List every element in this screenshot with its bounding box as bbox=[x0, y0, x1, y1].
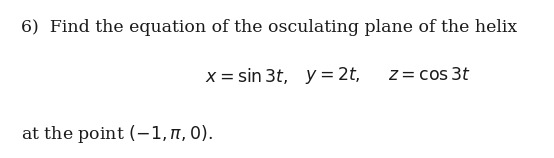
Text: 6)  Find the equation of the osculating plane of the helix: 6) Find the equation of the osculating p… bbox=[21, 19, 517, 36]
Text: $z = \cos 3t$: $z = \cos 3t$ bbox=[388, 67, 471, 84]
Text: $y = 2t,$: $y = 2t,$ bbox=[305, 65, 360, 86]
Text: at the point $(-1, \pi, 0)$.: at the point $(-1, \pi, 0)$. bbox=[21, 123, 213, 145]
Text: $x = \sin 3t,$: $x = \sin 3t,$ bbox=[205, 66, 289, 86]
